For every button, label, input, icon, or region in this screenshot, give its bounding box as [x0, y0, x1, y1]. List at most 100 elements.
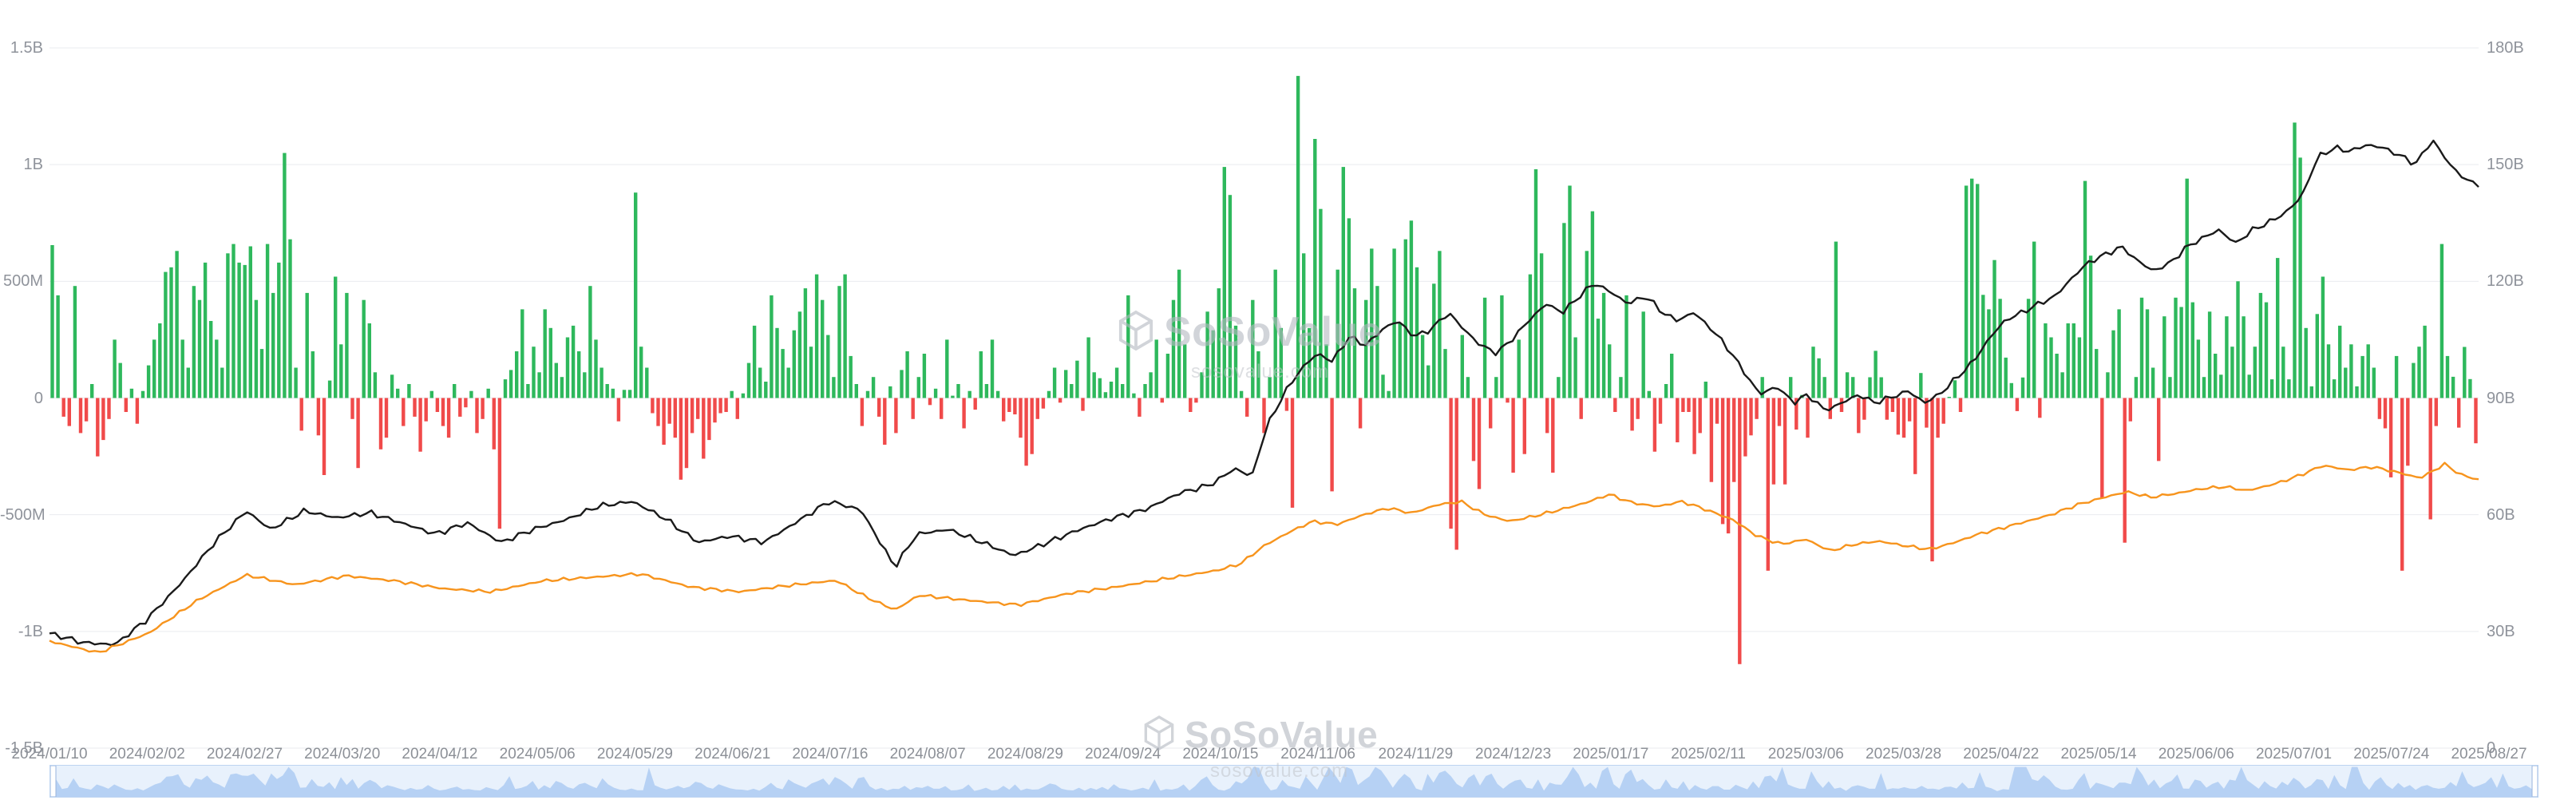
inflow-bar[interactable]: [237, 262, 241, 398]
inflow-bar[interactable]: [1811, 347, 1815, 398]
inflow-bar[interactable]: [186, 367, 190, 398]
inflow-bar[interactable]: [2236, 281, 2240, 398]
inflow-bar[interactable]: [526, 384, 530, 398]
inflow-bar[interactable]: [651, 398, 655, 414]
inflow-bar[interactable]: [1834, 241, 1838, 398]
inflow-bar[interactable]: [1732, 398, 1736, 482]
inflow-bar[interactable]: [554, 362, 558, 398]
inflow-bar[interactable]: [2315, 314, 2319, 398]
inflow-bar[interactable]: [1262, 398, 1266, 434]
inflow-bar[interactable]: [515, 351, 519, 398]
inflow-bar[interactable]: [503, 379, 508, 398]
inflow-bar[interactable]: [1398, 323, 1402, 398]
inflow-bar[interactable]: [2388, 398, 2393, 477]
inflow-bar[interactable]: [2372, 367, 2376, 398]
inflow-bar[interactable]: [735, 398, 739, 419]
inflow-bar[interactable]: [933, 388, 938, 398]
inflow-bar[interactable]: [299, 398, 303, 431]
inflow-bar[interactable]: [565, 337, 570, 398]
inflow-bar[interactable]: [2474, 398, 2478, 444]
inflow-bar[interactable]: [645, 367, 649, 398]
inflow-bar[interactable]: [1268, 377, 1272, 398]
inflow-bar[interactable]: [424, 398, 428, 422]
inflow-bar[interactable]: [197, 299, 202, 398]
inflow-bar[interactable]: [164, 271, 168, 398]
inflow-bar[interactable]: [770, 295, 774, 398]
inflow-bar[interactable]: [599, 367, 603, 398]
inflow-bar[interactable]: [1160, 398, 1164, 403]
inflow-bar[interactable]: [2044, 323, 2048, 398]
inflow-bar[interactable]: [877, 398, 881, 417]
inflow-bar[interactable]: [378, 398, 383, 450]
inflow-bar[interactable]: [1313, 139, 1317, 398]
inflow-bar[interactable]: [797, 311, 802, 398]
inflow-bar[interactable]: [1279, 327, 1283, 398]
inflow-bar[interactable]: [2468, 378, 2472, 398]
inflow-bar[interactable]: [611, 388, 615, 398]
inflow-bar[interactable]: [2269, 379, 2274, 398]
inflow-bar[interactable]: [967, 390, 971, 398]
inflow-bar[interactable]: [1976, 184, 1980, 398]
inflow-bar[interactable]: [571, 325, 576, 398]
inflow-bar[interactable]: [2338, 325, 2342, 398]
inflow-bar[interactable]: [203, 262, 208, 398]
inflow-bar[interactable]: [809, 347, 813, 398]
inflow-bar[interactable]: [2400, 398, 2404, 571]
inflow-bar[interactable]: [627, 390, 632, 398]
inflow-bar[interactable]: [1222, 167, 1226, 398]
inflow-bar[interactable]: [1608, 344, 1612, 398]
inflow-bar[interactable]: [1426, 365, 1430, 398]
inflow-bar[interactable]: [1896, 398, 1901, 435]
inflow-bar[interactable]: [916, 377, 920, 398]
inflow-bar[interactable]: [1092, 372, 1096, 398]
inflow-bar[interactable]: [1460, 335, 1464, 398]
inflow-bar[interactable]: [101, 398, 105, 441]
inflow-bar[interactable]: [413, 398, 417, 417]
inflow-bar[interactable]: [1165, 354, 1170, 398]
inflow-bar[interactable]: [469, 390, 473, 398]
inflow-bar[interactable]: [1726, 398, 1731, 534]
inflow-bar[interactable]: [1047, 390, 1051, 398]
inflow-bar[interactable]: [2111, 330, 2115, 398]
inflow-bar[interactable]: [1013, 398, 1017, 415]
inflow-bar[interactable]: [1760, 377, 1764, 398]
inflow-bar[interactable]: [1868, 377, 1872, 398]
inflow-bar[interactable]: [730, 390, 734, 398]
inflow-bar[interactable]: [888, 386, 892, 398]
inflow-bar[interactable]: [746, 362, 751, 398]
inflow-bar[interactable]: [1454, 398, 1458, 550]
inflow-bar[interactable]: [1738, 398, 1742, 664]
inflow-bar[interactable]: [1941, 398, 1945, 424]
inflow-bar[interactable]: [2445, 355, 2450, 398]
inflow-bar[interactable]: [2242, 316, 2246, 398]
inflow-bar[interactable]: [1330, 398, 1334, 492]
inflow-bar[interactable]: [2394, 355, 2399, 398]
inflow-bar[interactable]: [837, 286, 841, 398]
inflow-bar[interactable]: [1947, 397, 1951, 398]
inflow-bar[interactable]: [1415, 267, 1419, 398]
inflow-bar[interactable]: [1245, 398, 1249, 417]
inflow-bar[interactable]: [1539, 253, 1544, 398]
inflow-bar[interactable]: [2321, 276, 2325, 398]
inflow-bar[interactable]: [962, 398, 966, 429]
inflow-bar[interactable]: [1533, 169, 1538, 398]
inflow-bar[interactable]: [1596, 319, 1601, 398]
inflow-bar[interactable]: [118, 362, 122, 398]
inflow-bar[interactable]: [1913, 398, 1917, 474]
inflow-bar[interactable]: [2230, 347, 2234, 398]
inflow-bar[interactable]: [1477, 398, 1482, 489]
inflow-bar[interactable]: [1517, 339, 1521, 398]
inflow-bar[interactable]: [1506, 398, 1510, 403]
inflow-bar[interactable]: [2128, 398, 2132, 422]
inflow-bar[interactable]: [1370, 248, 1374, 398]
inflow-bar[interactable]: [254, 299, 259, 398]
inflow-bar[interactable]: [1720, 398, 1725, 525]
inflow-bar[interactable]: [1851, 377, 1855, 398]
inflow-bar[interactable]: [2117, 309, 2121, 398]
inflow-bar[interactable]: [220, 367, 224, 398]
inflow-bar[interactable]: [402, 398, 406, 426]
inflow-bar[interactable]: [2134, 377, 2139, 398]
inflow-bar[interactable]: [1919, 373, 1923, 398]
inflow-bar[interactable]: [1471, 398, 1476, 461]
inflow-bar[interactable]: [583, 372, 587, 398]
